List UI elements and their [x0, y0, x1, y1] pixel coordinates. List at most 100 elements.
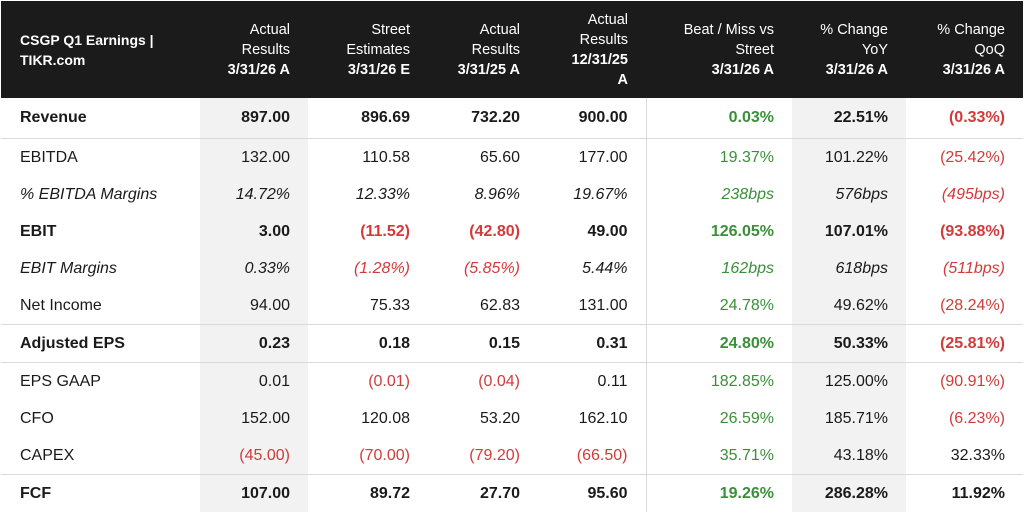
- col-header-actual-q1-26: Actual Results 3/31/26 A: [200, 1, 308, 98]
- col-header-line1: Street: [371, 21, 410, 38]
- col-header-line2: Street: [735, 41, 774, 58]
- cell-actual-q1-25: 53.20: [479, 409, 520, 427]
- row-net-income: Net Income 94.00 75.33 62.83 131.00 24.7…: [1, 287, 1023, 325]
- col-header-line1: Actual: [587, 11, 628, 28]
- col-header-line1: % Change: [820, 21, 888, 38]
- cell-actual-q1-26: 0.23: [200, 324, 308, 363]
- cell-change-yoy: 185.71%: [792, 400, 906, 437]
- cell-change-qoq: 32.33%: [950, 446, 1005, 464]
- cell-actual-q4-25: 0.11: [538, 362, 646, 400]
- cell-beat-miss: 182.85%: [645, 362, 792, 400]
- col-header-line1: Beat / Miss vs: [683, 21, 774, 38]
- col-header-line2: QoQ: [974, 41, 1005, 58]
- row-label: EBIT: [20, 222, 57, 240]
- cell-actual-q1-26: 132.00: [200, 138, 308, 176]
- cell-change-yoy: 22.51%: [792, 98, 906, 139]
- cell-change-yoy: 576bps: [792, 176, 906, 213]
- cell-actual-q4-25: 162.10: [578, 409, 628, 427]
- col-header-change-yoy: % Change YoY 3/31/26 A: [792, 1, 906, 98]
- col-header-change-qoq: % Change QoQ 3/31/26 A: [906, 1, 1023, 98]
- cell-street-estimate: 120.08: [361, 409, 410, 427]
- header-row: CSGP Q1 Earnings | TIKR.com Actual Resul…: [1, 1, 1023, 98]
- cell-actual-q1-25: 732.20: [471, 109, 520, 126]
- cell-street-estimate: 75.33: [369, 296, 410, 314]
- col-header-date: 3/31/26 A: [227, 61, 290, 78]
- cell-change-qoq: (93.88%): [940, 222, 1005, 240]
- cell-actual-q1-25: 62.83: [479, 296, 520, 314]
- cell-change-qoq: (6.23%): [948, 409, 1005, 427]
- cell-change-qoq: (511bps): [943, 259, 1005, 277]
- row-ebit: EBIT 3.00 (11.52) (42.80) 49.00 126.05% …: [1, 213, 1023, 250]
- cell-actual-q1-26: 14.72%: [200, 176, 308, 213]
- cell-actual-q1-26: 152.00: [200, 400, 308, 437]
- cell-beat-miss: 26.59%: [645, 400, 792, 437]
- cell-actual-q1-25: (42.80): [469, 222, 520, 240]
- cell-actual-q4-25: 177.00: [538, 138, 646, 176]
- cell-change-yoy: 107.01%: [792, 213, 906, 250]
- col-header-line2: Results: [241, 41, 290, 58]
- row-capex: CAPEX (45.00) (70.00) (79.20) (66.50) 35…: [1, 437, 1023, 475]
- col-header-date-suffix: A: [617, 71, 628, 88]
- cell-actual-q4-25: (66.50): [576, 446, 628, 464]
- row-adjusted-eps: Adjusted EPS 0.23 0.18 0.15 0.31 24.80% …: [1, 324, 1023, 363]
- cell-actual-q1-25: 27.70: [428, 474, 538, 512]
- cell-actual-q4-25: 900.00: [578, 109, 628, 126]
- row-ebitda-margins: % EBITDA Margins 14.72% 12.33% 8.96% 19.…: [1, 176, 1023, 213]
- cell-change-yoy: 286.28%: [792, 474, 906, 512]
- row-label: EBIT Margins: [20, 259, 117, 277]
- cell-change-yoy: 618bps: [792, 250, 906, 287]
- row-fcf: FCF 107.00 89.72 27.70 95.60 19.26% 286.…: [1, 474, 1023, 512]
- col-header-line1: Actual: [249, 21, 290, 38]
- table-body: Revenue 897.00 896.69 732.20 900.00 0.03…: [1, 98, 1023, 512]
- cell-street-estimate: (0.01): [308, 362, 428, 400]
- col-header-beat-miss: Beat / Miss vs Street 3/31/26 A: [646, 1, 792, 98]
- table-title: CSGP Q1 Earnings | TIKR.com: [1, 1, 200, 98]
- col-header-date: 3/31/26 A: [825, 61, 888, 78]
- cell-actual-q1-26: 897.00: [200, 98, 308, 139]
- cell-street-estimate: 110.58: [308, 138, 428, 176]
- row-label: CFO: [20, 409, 54, 427]
- col-header-line2: Estimates: [346, 41, 410, 58]
- cell-actual-q1-25: 8.96%: [474, 185, 520, 203]
- cell-beat-miss: 0.03%: [645, 98, 792, 139]
- row-label: Adjusted EPS: [1, 324, 200, 363]
- cell-beat-miss: 126.05%: [645, 213, 792, 250]
- cell-actual-q1-26: 94.00: [200, 287, 308, 325]
- cell-actual-q1-26: 107.00: [200, 474, 308, 512]
- col-header-date: 3/31/26 A: [942, 61, 1005, 78]
- row-label: CAPEX: [20, 446, 75, 464]
- row-eps-gaap: EPS GAAP 0.01 (0.01) (0.04) 0.11 182.85%…: [1, 362, 1023, 400]
- cell-street-estimate: (11.52): [360, 222, 410, 240]
- row-label: % EBITDA Margins: [20, 185, 158, 203]
- row-ebit-margins: EBIT Margins 0.33% (1.28%) (5.85%) 5.44%…: [1, 250, 1023, 287]
- cell-actual-q1-25: 65.60: [428, 138, 538, 176]
- col-header-actual-q4-25: Actual Results 12/31/25 A: [538, 1, 646, 98]
- col-header-line2: Results: [579, 31, 628, 48]
- cell-beat-miss: 238bps: [645, 176, 792, 213]
- cell-actual-q1-26: 0.01: [200, 362, 308, 400]
- earnings-table: CSGP Q1 Earnings | TIKR.com Actual Resul…: [1, 1, 1023, 512]
- cell-change-qoq: 11.92%: [906, 474, 1023, 512]
- row-ebitda: EBITDA 132.00 110.58 65.60 177.00 19.37%…: [1, 138, 1023, 176]
- cell-actual-q1-25: (0.04): [428, 362, 538, 400]
- cell-actual-q1-25: 0.15: [428, 324, 538, 363]
- cell-beat-miss: 19.37%: [645, 138, 792, 176]
- cell-actual-q4-25: 49.00: [587, 222, 628, 240]
- row-label: Revenue: [20, 109, 87, 126]
- cell-change-qoq: (25.42%): [906, 138, 1023, 176]
- col-header-actual-q1-25: Actual Results 3/31/25 A: [428, 1, 538, 98]
- cell-actual-q1-26: 3.00: [200, 213, 308, 250]
- cell-change-qoq: (495bps): [941, 185, 1005, 203]
- col-header-date: 3/31/25 A: [457, 61, 520, 78]
- table-title-line1: CSGP Q1 Earnings |: [20, 31, 154, 48]
- cell-actual-q4-25: 131.00: [578, 296, 628, 314]
- cell-change-qoq: (28.24%): [940, 296, 1005, 314]
- row-label: EBITDA: [1, 138, 200, 176]
- cell-street-estimate: (70.00): [359, 446, 410, 464]
- cell-street-estimate: 12.33%: [355, 185, 410, 203]
- cell-change-yoy: 101.22%: [792, 138, 906, 176]
- cell-actual-q1-25: (5.85%): [463, 259, 520, 277]
- cell-change-yoy: 43.18%: [792, 437, 906, 475]
- row-label: EPS GAAP: [1, 362, 200, 400]
